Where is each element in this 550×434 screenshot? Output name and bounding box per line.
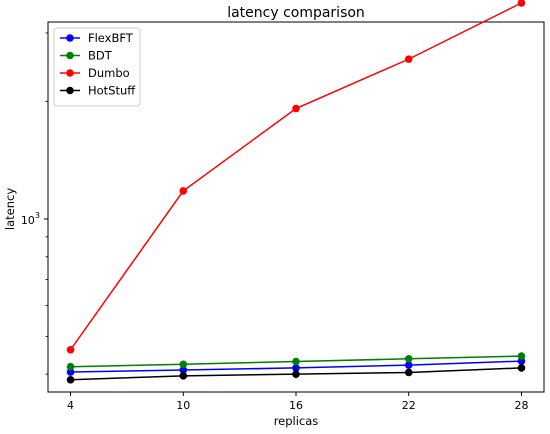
data-point-bdt bbox=[404, 354, 413, 363]
data-point-dumbo bbox=[292, 104, 300, 113]
data-point-flexbft bbox=[66, 368, 75, 376]
x-axis-label: replicas bbox=[274, 414, 319, 428]
series-layer bbox=[66, 0, 526, 384]
chart-title: latency comparison bbox=[227, 5, 365, 21]
data-point-dumbo bbox=[517, 0, 526, 7]
x-tick-label: 16 bbox=[289, 399, 303, 412]
data-point-flexbft bbox=[179, 366, 188, 374]
legend-marker-flexbft bbox=[66, 34, 74, 42]
data-point-bdt bbox=[517, 352, 526, 360]
y-axis: 103 bbox=[21, 32, 48, 375]
data-point-bdt bbox=[292, 357, 300, 366]
legend-label-dumbo: Dumbo bbox=[88, 66, 130, 80]
data-point-hotstuff bbox=[179, 372, 188, 380]
data-point-hotstuff bbox=[404, 368, 413, 377]
x-axis: 4 10 16 22 28 bbox=[67, 392, 528, 412]
data-point-flexbft bbox=[404, 361, 413, 369]
legend-marker-hotstuff bbox=[66, 86, 74, 95]
x-tick-label: 4 bbox=[67, 399, 74, 412]
data-point-dumbo bbox=[66, 345, 75, 354]
legend-box bbox=[53, 27, 141, 107]
data-point-hotstuff bbox=[66, 375, 75, 384]
legend-marker-bdt bbox=[66, 51, 74, 60]
legend-label-flexbft: FlexBFT bbox=[88, 31, 134, 45]
data-point-bdt bbox=[66, 362, 75, 371]
data-point-bdt bbox=[179, 360, 188, 369]
x-tick-label: 10 bbox=[176, 399, 190, 412]
data-point-flexbft bbox=[292, 364, 300, 372]
x-tick-label: 28 bbox=[514, 399, 528, 412]
x-tick-label: 22 bbox=[402, 399, 416, 412]
y-tick-label: 103 bbox=[21, 211, 40, 227]
y-axis-label: latency bbox=[3, 188, 17, 230]
legend-label-bdt: BDT bbox=[88, 49, 113, 63]
data-point-dumbo bbox=[404, 55, 413, 63]
data-point-dumbo bbox=[179, 187, 188, 195]
data-point-hotstuff bbox=[517, 364, 526, 372]
data-point-hotstuff bbox=[292, 370, 300, 378]
legend: FlexBFT BDT Dumbo HotStuff bbox=[53, 27, 141, 107]
legend-label-hotstuff: HotStuff bbox=[88, 84, 136, 98]
legend-marker-dumbo bbox=[66, 69, 74, 77]
